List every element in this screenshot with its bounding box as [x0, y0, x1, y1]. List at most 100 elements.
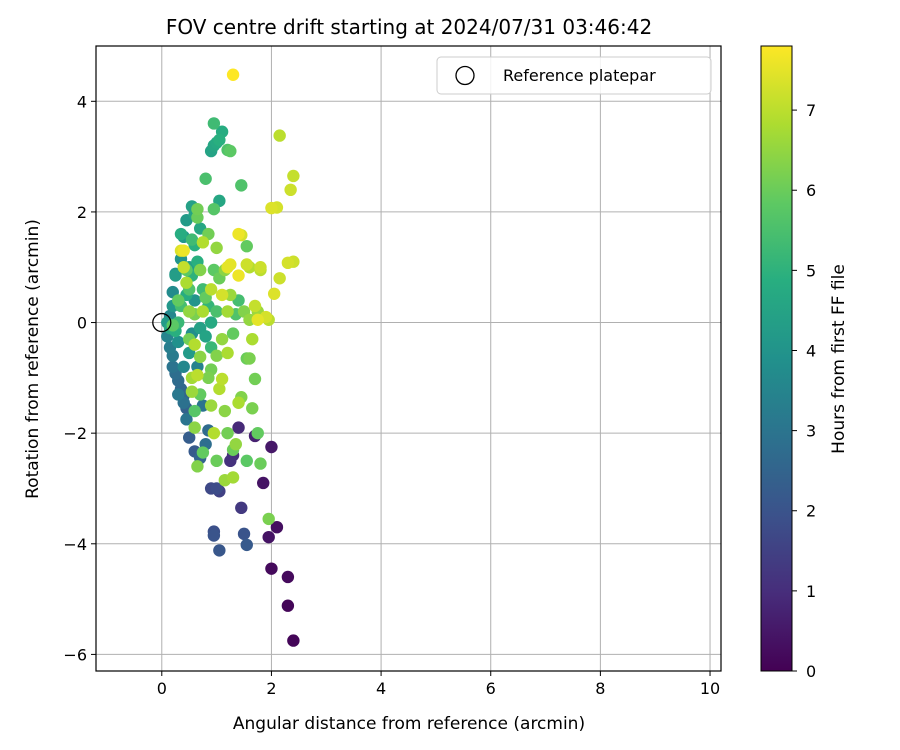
data-point [235, 501, 248, 515]
data-point [240, 258, 253, 271]
colorbar-tick-label: 2 [806, 502, 816, 521]
reference-marker [152, 312, 172, 333]
data-point [281, 256, 295, 270]
data-point [191, 368, 204, 382]
data-point [183, 305, 196, 318]
data-point [188, 421, 201, 434]
data-point [213, 133, 226, 147]
data-point [199, 172, 212, 185]
y-tick-label: 4 [77, 92, 87, 111]
colorbar-tick-label: 0 [806, 662, 816, 681]
colorbar-label: Hours from first FF file [829, 264, 849, 454]
data-point [177, 360, 190, 373]
colorbar-tick-label: 7 [806, 101, 816, 120]
data-point [196, 305, 210, 318]
data-point [265, 562, 278, 575]
data-point [287, 169, 300, 183]
data-point [207, 202, 221, 216]
data-point [235, 179, 248, 192]
chart-title: FOV centre drift starting at 2024/07/31 … [166, 15, 652, 39]
legend-label: Reference platepar [503, 66, 656, 85]
y-axis-label: Rotation from reference (arcmin) [23, 219, 43, 499]
data-point [193, 350, 207, 364]
colorbar-tick-label: 3 [806, 422, 816, 441]
data-point [207, 529, 221, 542]
y-tick-label: −6 [63, 645, 87, 664]
data-point [215, 332, 229, 346]
colorbar-tick-label: 4 [806, 341, 816, 360]
data-point [180, 413, 193, 426]
data-point [254, 261, 267, 274]
data-point [248, 299, 262, 313]
data-point [246, 402, 259, 415]
data-point [226, 471, 240, 484]
colorbar-gradient [760, 45, 793, 672]
data-point [221, 305, 234, 318]
data-point [210, 454, 223, 468]
data-point [185, 233, 199, 246]
data-point [224, 144, 237, 158]
data-point [210, 305, 223, 318]
data-point [166, 360, 179, 373]
data-point [221, 426, 234, 440]
data-point [210, 482, 223, 495]
legend-reference-marker [455, 65, 475, 86]
data-point [180, 276, 193, 289]
data-point [207, 117, 221, 130]
x-tick-label: 8 [595, 679, 605, 698]
data-point [213, 382, 226, 396]
data-point [196, 236, 210, 249]
data-point [210, 349, 223, 362]
x-tick-label: 10 [700, 679, 720, 698]
legend: Reference platepar [436, 56, 712, 95]
data-point [172, 335, 185, 349]
data-point [204, 399, 218, 412]
data-point [287, 634, 300, 647]
data-point [232, 227, 245, 241]
data-point [207, 426, 221, 440]
data-point [215, 288, 229, 302]
colorbar-ticks: 0 1 2 3 4 5 6 7 [792, 101, 816, 681]
y-tick-label: 2 [77, 203, 87, 222]
x-axis-label: Angular distance from reference (arcmin) [233, 714, 585, 734]
data-point [174, 227, 188, 241]
data-point [185, 385, 199, 398]
data-point [177, 244, 190, 257]
y-tick-label: −2 [63, 424, 87, 443]
data-point [257, 476, 270, 490]
colorbar: 0 1 2 3 4 5 6 7 Hours from first FF file [760, 45, 849, 681]
data-point [267, 287, 281, 300]
data-point [221, 261, 234, 274]
data-point [204, 316, 218, 329]
data-point [265, 440, 278, 454]
data-point [221, 346, 234, 360]
x-tick-label: 0 [157, 679, 167, 698]
data-point [254, 457, 267, 470]
data-point [270, 520, 284, 534]
data-point [191, 202, 204, 216]
data-point [188, 404, 201, 418]
data-point [199, 330, 212, 343]
data-point [188, 338, 201, 351]
data-point [169, 269, 182, 282]
data-point [248, 372, 262, 386]
data-point [218, 404, 232, 418]
data-point [172, 294, 185, 307]
data-point [224, 454, 237, 468]
data-point [232, 421, 245, 434]
y-tick-label: 0 [77, 314, 87, 333]
data-point [193, 263, 207, 277]
x-tick-label: 4 [376, 679, 386, 698]
data-point [273, 272, 286, 285]
data-point [240, 240, 253, 253]
data-point [196, 446, 210, 459]
data-point [284, 183, 297, 197]
data-point [232, 396, 245, 409]
data-point [210, 241, 223, 255]
data-point [232, 269, 245, 282]
data-point [237, 527, 251, 541]
data-points [161, 68, 300, 647]
data-point [240, 538, 253, 552]
data-point [243, 352, 256, 365]
